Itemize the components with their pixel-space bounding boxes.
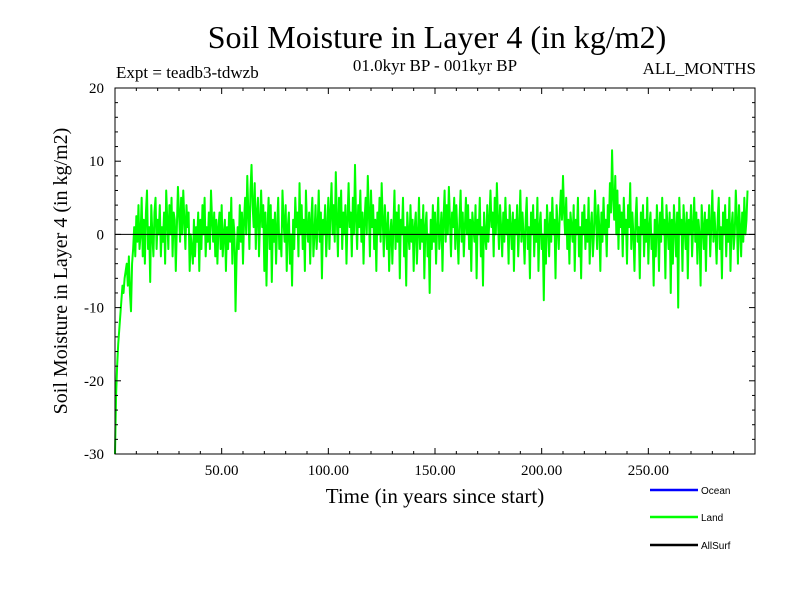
chart-subtitle: 01.0kyr BP - 001kyr BP [353,56,517,75]
y-tick-label: -30 [84,447,104,463]
y-tick-label: -20 [84,374,104,390]
x-tick-label: 50.00 [205,463,239,479]
x-axis-label: Time (in years since start) [326,484,545,508]
y-tick-label: -10 [84,301,104,317]
x-tick-label: 250.00 [628,463,669,479]
legend-label-ocean: Ocean [701,486,730,497]
experiment-label: Expt = teadb3-tdwzb [116,63,259,82]
y-tick-label: 10 [89,154,104,170]
x-tick-label: 100.00 [308,463,349,479]
plot-data [114,149,755,455]
legend: Ocean Land AllSurf [650,486,731,552]
x-tick-label: 150.00 [414,463,455,479]
legend-label-land: Land [701,513,723,524]
x-tick-label: 200.00 [521,463,562,479]
chart-title: Soil Moisture in Layer 4 (in kg/m2) [208,19,667,55]
y-tick-label: 20 [89,81,104,97]
y-axis: -30 -20 -10 0 10 20 [84,81,755,463]
period-label: ALL_MONTHS [643,59,756,78]
legend-label-allsurf: AllSurf [701,541,731,552]
y-tick-label: 0 [97,227,105,243]
x-axis: 50.00 100.00 150.00 200.00 250.00 [135,88,735,479]
y-axis-label: Soil Moisture in Layer 4 (in kg/m2) [50,128,72,415]
